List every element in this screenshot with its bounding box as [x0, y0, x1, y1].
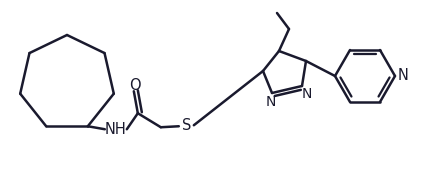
Text: N: N: [266, 95, 276, 109]
Text: O: O: [129, 78, 141, 93]
Text: NH: NH: [105, 122, 127, 137]
Text: S: S: [182, 118, 191, 133]
Text: N: N: [397, 69, 409, 83]
Text: N: N: [302, 87, 312, 101]
